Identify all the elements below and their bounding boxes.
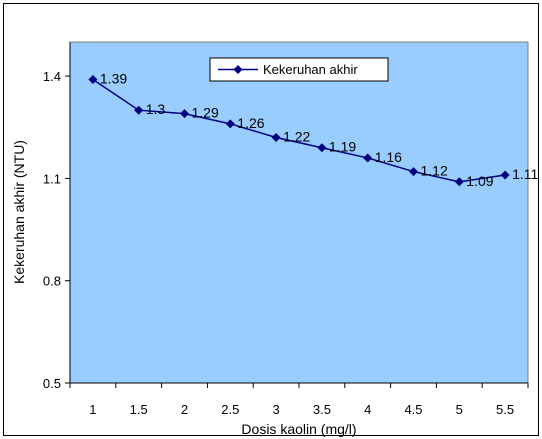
data-point-diamond [134,105,144,115]
x-tick-label: 1 [89,402,96,417]
legend-label: Kekeruhan akhir [263,62,358,77]
y-tick-label: 0.5 [43,376,61,391]
series-layer [88,75,510,187]
y-axis-ticks: 0.5 0.8 1.1 1.4 [43,69,70,391]
data-point-diamond [317,143,327,153]
data-label: 1.39 [100,71,127,87]
data-label: 1.29 [192,105,219,121]
x-tick-label: 3.5 [313,402,331,417]
data-labels: 1.39 1.3 1.29 1.26 1.22 1.19 1.16 1.12 1.09 1.11 [100,71,539,189]
x-axis-ticks: 1 1.5 2 2.5 3 3.5 4 4.5 5 5.5 [69,383,529,417]
data-point-diamond [500,170,510,180]
x-tick-label: 4.5 [404,402,422,417]
x-tick-label: 3 [272,402,279,417]
data-point-diamond [409,167,418,177]
x-tick-label: 1.5 [130,402,148,417]
data-point-diamond [454,177,464,187]
y-tick-label: 0.8 [43,274,61,289]
x-tick-label: 4 [364,402,371,417]
data-point-diamond [225,119,235,129]
series-line [92,78,506,183]
y-tick-label: 1.1 [43,171,61,186]
data-label: 1.26 [237,115,264,131]
data-point-diamond [180,109,189,119]
x-tick-label: 5 [456,402,463,417]
data-label: 1.16 [375,149,402,165]
data-label: 1.09 [466,173,493,189]
data-label: 1.19 [329,139,356,155]
legend-diamond-marker [233,65,243,74]
legend: Kekeruhan akhir [209,57,389,82]
plot-area [69,41,529,384]
x-tick-label: 2 [181,402,188,417]
y-tick-label: 1.4 [43,69,61,84]
x-tick-label: 5.5 [496,402,514,417]
data-label: 1.3 [146,101,166,117]
x-axis-title: Dosis kaolin (mg/l) [241,421,356,437]
x-tick-label: 2.5 [221,402,239,417]
data-point-diamond [363,153,373,163]
data-label: 1.22 [283,128,310,144]
data-point-diamond [88,75,98,85]
data-label: 1.11 [512,166,538,182]
y-axis-title: Kekeruhan akhir (NTU) [11,140,27,284]
legend-box [209,57,389,82]
data-point-diamond [271,132,281,142]
data-label: 1.12 [421,163,448,179]
